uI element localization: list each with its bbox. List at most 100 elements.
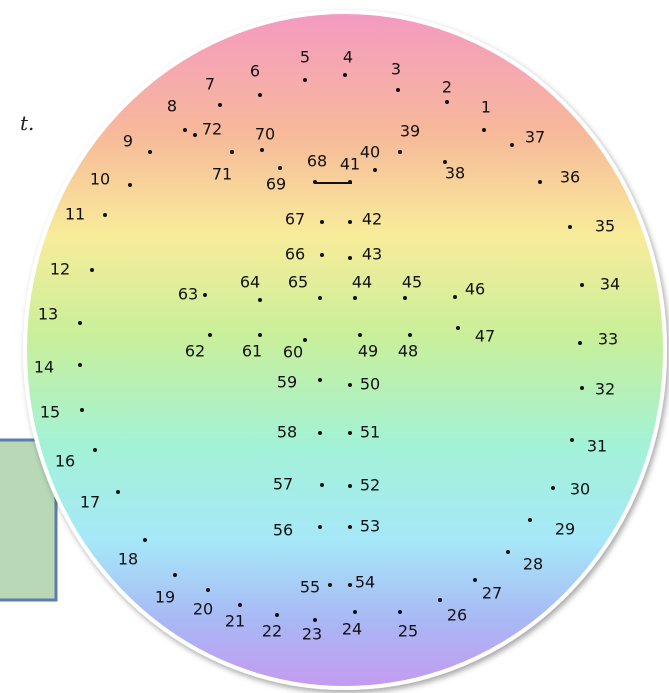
dot-number: 69 <box>266 175 286 194</box>
dot <box>570 438 574 442</box>
dot <box>320 220 324 224</box>
dot-number: 52 <box>360 476 380 495</box>
dot-number: 53 <box>360 517 380 536</box>
dot <box>80 408 84 412</box>
dot <box>318 378 322 382</box>
text-fragment: t. <box>20 111 34 135</box>
dot-number: 65 <box>288 273 308 292</box>
dot <box>78 321 82 325</box>
dot-number: 35 <box>595 217 615 236</box>
dot <box>148 150 152 154</box>
dot-number: 18 <box>118 550 138 569</box>
dot-number: 56 <box>273 521 293 540</box>
dot <box>348 431 352 435</box>
dot-number: 47 <box>475 327 495 346</box>
dot <box>348 383 352 387</box>
dot <box>143 538 147 542</box>
dot-number: 21 <box>225 612 245 631</box>
dot-number: 50 <box>360 375 380 394</box>
dot <box>358 333 362 337</box>
dot-number: 30 <box>570 480 590 499</box>
dot-number: 2 <box>442 78 452 97</box>
dot-number: 28 <box>523 555 543 574</box>
dot-number: 72 <box>202 120 222 139</box>
dot-number: 59 <box>277 373 297 392</box>
dot-number: 54 <box>355 573 375 592</box>
dot-number: 45 <box>402 273 422 292</box>
dot-number: 15 <box>40 403 60 422</box>
dot <box>353 610 357 614</box>
dot-number: 4 <box>343 48 353 67</box>
dot <box>303 338 307 342</box>
dot <box>443 160 447 164</box>
dot <box>551 486 555 490</box>
dot <box>230 150 234 154</box>
dot-number: 29 <box>555 520 575 539</box>
dot <box>206 588 210 592</box>
dot <box>348 256 352 260</box>
dot-number: 10 <box>90 170 110 189</box>
dot-number: 70 <box>255 125 275 144</box>
dot-number: 38 <box>445 164 465 183</box>
dot <box>303 78 307 82</box>
dot-number: 19 <box>155 588 175 607</box>
dot-number: 22 <box>262 622 282 641</box>
dot <box>580 386 584 390</box>
dot <box>403 296 407 300</box>
dot <box>456 326 460 330</box>
dot-number: 27 <box>482 584 502 603</box>
dot-number: 5 <box>300 48 310 67</box>
dot-number: 17 <box>80 493 100 512</box>
dot-number: 7 <box>205 75 215 94</box>
dot <box>258 298 262 302</box>
dot <box>398 610 402 614</box>
dot-number: 55 <box>300 578 320 597</box>
dot <box>103 213 107 217</box>
rainbow-circle <box>23 10 667 690</box>
dot <box>510 143 514 147</box>
dot <box>482 128 486 132</box>
dot <box>90 268 94 272</box>
dot <box>348 220 352 224</box>
dot-number: 24 <box>342 620 362 639</box>
dot-number: 60 <box>283 343 303 362</box>
dot-number: 11 <box>65 205 85 224</box>
dot-number: 68 <box>307 152 327 171</box>
dot <box>320 253 324 257</box>
dot <box>453 295 457 299</box>
dot-number: 49 <box>358 342 378 361</box>
dot-number: 36 <box>560 168 580 187</box>
dot <box>353 296 357 300</box>
dot-number: 3 <box>391 60 401 79</box>
dot-number: 33 <box>598 330 618 349</box>
dot-number: 66 <box>285 245 305 264</box>
dot <box>203 293 207 297</box>
dot-number: 43 <box>362 245 382 264</box>
dot <box>398 150 402 154</box>
dot-number: 23 <box>302 625 322 644</box>
dot <box>238 603 242 607</box>
dot <box>93 448 97 452</box>
dot <box>128 183 132 187</box>
dot <box>318 431 322 435</box>
dot <box>313 180 317 184</box>
dot-number: 9 <box>123 132 133 151</box>
dot-number: 71 <box>212 165 232 184</box>
dot-number: 44 <box>352 273 372 292</box>
dot <box>348 484 352 488</box>
dot-number: 48 <box>398 342 418 361</box>
dot-number: 57 <box>273 475 293 494</box>
dot-number: 64 <box>240 273 260 292</box>
dot <box>506 550 510 554</box>
dot <box>473 578 477 582</box>
dot <box>580 283 584 287</box>
dot-number: 62 <box>185 342 205 361</box>
dot <box>348 525 352 529</box>
dot <box>208 333 212 337</box>
dot-number: 12 <box>50 260 70 279</box>
dot-number: 37 <box>525 128 545 147</box>
dot <box>528 518 532 522</box>
